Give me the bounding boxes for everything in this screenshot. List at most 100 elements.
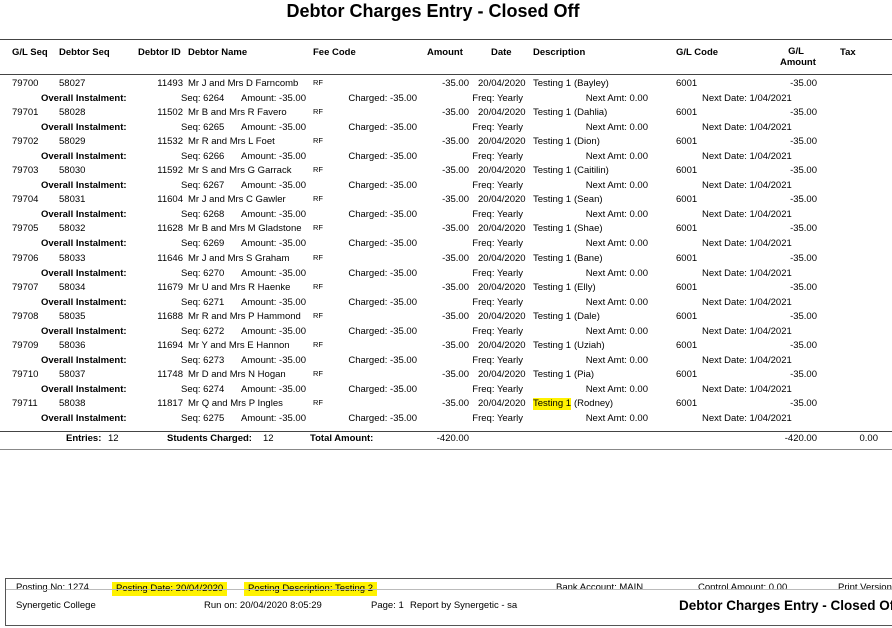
instalment-amount: Amount: -35.00 <box>241 354 306 366</box>
cell-gl-seq: 79702 <box>12 136 39 148</box>
cell-debtor-name: Mr D and Mrs N Hogan <box>188 368 286 380</box>
cell-student: (Uziah) <box>574 339 605 351</box>
cell-gl-amount: -35.00 <box>790 194 817 206</box>
instalment-amount: Amount: -35.00 <box>241 151 306 163</box>
cell-gl-code: 6001 <box>676 107 698 119</box>
instalment-label: Overall Instalment: <box>41 93 127 104</box>
cell-amount: -35.00 <box>442 194 469 206</box>
cell-gl-amount: -35.00 <box>790 165 817 177</box>
cell-debtor-name: Mr U and Mrs R Haenke <box>188 281 291 293</box>
footer-report-title: Debtor Charges Entry - Closed Off <box>679 598 892 613</box>
cell-gl-amount: -35.00 <box>790 397 817 409</box>
cell-fee-code: RF <box>313 339 323 349</box>
cell-debtor-seq: 58028 <box>59 107 86 119</box>
cell-gl-seq: 79709 <box>12 339 39 351</box>
cell-description: Testing 1 <box>533 165 572 177</box>
instalment-seq: Seq: 6268 <box>181 209 225 221</box>
cell-debtor-id: 11694 <box>157 339 183 351</box>
cell-debtor-id: 11688 <box>157 310 183 322</box>
column-header: Fee Code <box>313 47 356 58</box>
cell-debtor-name: Mr R and Mrs P Hammond <box>188 310 301 322</box>
instalment-next-amt: Next Amt: 0.00 <box>585 209 648 221</box>
instalment-charged: Charged: -35.00 <box>348 151 417 163</box>
cell-gl-seq: 79706 <box>12 252 39 264</box>
cell-amount: -35.00 <box>442 310 469 322</box>
instalment-label: Overall Instalment: <box>41 412 127 424</box>
instalment-next-date: Next Date: 1/04/2021 <box>702 122 792 134</box>
cell-gl-seq: 79708 <box>12 310 39 322</box>
instalment-label: Overall Instalment: <box>41 122 127 134</box>
cell-fee-code: RF <box>313 194 323 204</box>
instalment-amount: Amount: -35.00 <box>241 325 306 337</box>
cell-debtor-seq: 58035 <box>59 310 86 322</box>
instalment-amount: Amount: -35.00 <box>241 209 306 221</box>
cell-amount: -35.00 <box>442 339 469 351</box>
cell-amount: -35.00 <box>442 397 469 409</box>
instalment-freq: Freq: Yearly <box>472 267 523 279</box>
total-entries-label: Entries: <box>66 433 102 444</box>
instalment-next-date: Next Date: 1/04/2021 <box>702 151 792 163</box>
cell-date: 20/04/2020 <box>478 368 526 380</box>
total-students-label: Students Charged: <box>167 433 252 444</box>
instalment-freq: Freq: Yearly <box>472 122 523 134</box>
instalment-label: Overall Instalment: <box>41 354 127 366</box>
instalment-next-date: Next Date: 1/04/2021 <box>702 93 792 104</box>
footer-page: Page: 1 <box>371 600 404 611</box>
instalment-label: Overall Instalment: <box>41 180 127 192</box>
total-students: 12 <box>263 433 274 444</box>
cell-gl-code: 6001 <box>676 194 698 206</box>
cell-date: 20/04/2020 <box>478 165 526 177</box>
cell-date: 20/04/2020 <box>478 339 526 351</box>
cell-student: (Bayley) <box>574 78 609 89</box>
instalment-next-amt: Next Amt: 0.00 <box>585 383 648 395</box>
cell-student: (Dale) <box>574 310 600 322</box>
cell-description: Testing 1 <box>533 281 572 293</box>
cell-gl-amount: -35.00 <box>790 281 817 293</box>
cell-amount: -35.00 <box>442 165 469 177</box>
instalment-label: Overall Instalment: <box>41 267 127 279</box>
cell-amount: -35.00 <box>442 281 469 293</box>
column-header: Description <box>533 47 586 58</box>
cell-student: (Elly) <box>574 281 596 293</box>
cell-date: 20/04/2020 <box>478 281 526 293</box>
cell-debtor-seq: 58036 <box>59 339 86 351</box>
instalment-label: Overall Instalment: <box>41 325 127 337</box>
cell-student: (Caitilin) <box>574 165 609 177</box>
cell-debtor-seq: 58027 <box>59 78 86 89</box>
footer-control-amount: Control Amount: 0.00 <box>698 582 788 593</box>
instalment-next-amt: Next Amt: 0.00 <box>585 325 648 337</box>
instalment-charged: Charged: -35.00 <box>348 238 417 250</box>
cell-gl-seq: 79700 <box>12 78 39 89</box>
cell-debtor-id: 11493 <box>157 78 183 89</box>
instalment-charged: Charged: -35.00 <box>348 354 417 366</box>
cell-debtor-seq: 58033 <box>59 252 86 264</box>
cell-gl-code: 6001 <box>676 136 698 148</box>
instalment-next-date: Next Date: 1/04/2021 <box>702 267 792 279</box>
column-header: Tax <box>840 47 856 58</box>
cell-amount: -35.00 <box>442 223 469 235</box>
instalment-next-date: Next Date: 1/04/2021 <box>702 354 792 366</box>
report-footer: Posting No: 1274 Posting Date: 20/04/2020… <box>5 578 892 626</box>
footer-posting-no: Posting No: 1274 <box>16 582 89 593</box>
instalment-seq: Seq: 6272 <box>181 325 225 337</box>
cell-debtor-name: Mr B and Mrs R Favero <box>188 107 287 119</box>
instalment-freq: Freq: Yearly <box>472 238 523 250</box>
footer-bank-account: Bank Account: MAIN <box>556 582 644 593</box>
instalment-next-date: Next Date: 1/04/2021 <box>702 383 792 395</box>
column-header: Debtor ID <box>138 47 181 58</box>
cell-debtor-id: 11748 <box>157 368 183 380</box>
rule <box>0 431 892 432</box>
instalment-freq: Freq: Yearly <box>472 151 523 163</box>
column-header: Debtor Name <box>188 47 248 58</box>
instalment-charged: Charged: -35.00 <box>348 122 417 134</box>
instalment-charged: Charged: -35.00 <box>348 267 417 279</box>
cell-student: (Bane) <box>574 252 603 264</box>
cell-debtor-name: Mr J and Mrs C Gawler <box>188 194 286 206</box>
cell-amount: -35.00 <box>442 368 469 380</box>
cell-debtor-id: 11679 <box>157 281 183 293</box>
cell-date: 20/04/2020 <box>478 310 526 322</box>
instalment-charged: Charged: -35.00 <box>348 412 417 424</box>
instalment-label: Overall Instalment: <box>41 383 127 395</box>
cell-description: Testing 1 <box>533 136 572 148</box>
